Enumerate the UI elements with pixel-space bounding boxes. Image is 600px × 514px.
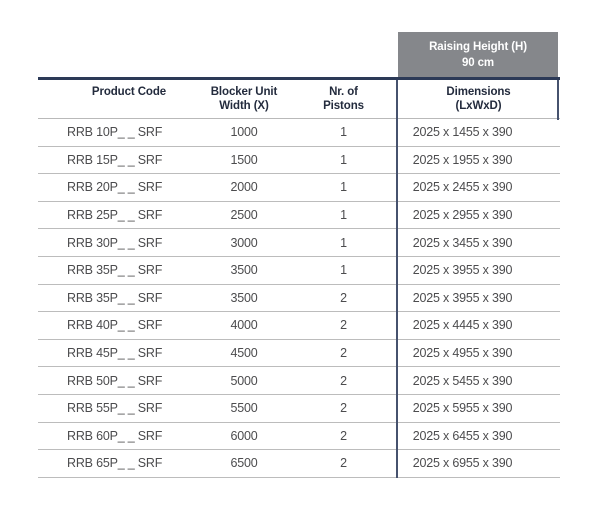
- raising-height-label: Raising Height (H): [429, 41, 527, 53]
- table-row: RRB 45P_ _ SRF 4500 2 2025 x 4955 x 390: [38, 340, 560, 368]
- dimensions-cell: 2025 x 4955 x 390: [412, 346, 513, 361]
- pistons-cell: 1: [340, 180, 347, 195]
- product-code-cell: RRB 15P_ _ SRF: [67, 152, 163, 167]
- dimensions-cell: 2025 x 5955 x 390: [412, 401, 513, 416]
- width-cell: 6000: [230, 428, 258, 443]
- dimensions-cell: 2025 x 3955 x 390: [412, 290, 513, 305]
- width-cell: 2500: [230, 208, 258, 223]
- pistons-cell: 2: [340, 346, 347, 361]
- raising-height-banner: Raising Height (H) 90 cm: [398, 32, 558, 77]
- table-row: RRB 10P_ _ SRF 1000 1 2025 x 1455 x 390: [38, 119, 560, 147]
- table-row: RRB 25P_ _ SRF 2500 1 2025 x 2955 x 390: [38, 202, 560, 230]
- dimensions-cell: 2025 x 5455 x 390: [412, 373, 513, 388]
- table-row: RRB 35P_ _ SRF 3500 2 2025 x 3955 x 390: [38, 285, 560, 313]
- table-row: RRB 20P_ _ SRF 2000 1 2025 x 2455 x 390: [38, 174, 560, 202]
- pistons-cell: 2: [340, 456, 347, 471]
- product-code-cell: RRB 25P_ _ SRF: [67, 208, 163, 223]
- dimensions-cell: 2025 x 3955 x 390: [412, 263, 513, 278]
- width-cell: 2000: [230, 180, 258, 195]
- table-row: RRB 35P_ _ SRF 3500 1 2025 x 3955 x 390: [38, 257, 560, 285]
- pistons-cell: 1: [340, 235, 347, 250]
- product-code-cell: RRB 30P_ _ SRF: [67, 235, 163, 250]
- dimensions-cell: 2025 x 2955 x 390: [412, 208, 513, 223]
- pistons-cell: 2: [340, 401, 347, 416]
- product-code-cell: RRB 20P_ _ SRF: [67, 180, 163, 195]
- table-row: RRB 30P_ _ SRF 3000 1 2025 x 3455 x 390: [38, 229, 560, 257]
- table-header-row: Product Code Blocker Unit Width (X) Nr. …: [38, 80, 560, 119]
- width-cell: 4500: [230, 346, 258, 361]
- pistons-cell: 1: [340, 125, 347, 140]
- table-top-rule: [38, 77, 560, 80]
- product-code-cell: RRB 35P_ _ SRF: [67, 290, 163, 305]
- product-code-cell: RRB 50P_ _ SRF: [67, 373, 163, 388]
- table-row: RRB 65P_ _ SRF 6500 2 2025 x 6955 x 390: [38, 450, 560, 478]
- width-cell: 3000: [230, 235, 258, 250]
- product-code-cell: RRB 10P_ _ SRF: [67, 125, 163, 140]
- pistons-cell: 2: [340, 318, 347, 333]
- width-cell: 1000: [230, 125, 258, 140]
- product-code-cell: RRB 45P_ _ SRF: [67, 346, 163, 361]
- dimensions-cell: 2025 x 1455 x 390: [412, 125, 513, 140]
- dimensions-cell: 2025 x 2455 x 390: [412, 180, 513, 195]
- width-cell: 1500: [230, 152, 258, 167]
- product-code-cell: RRB 35P_ _ SRF: [67, 263, 163, 278]
- width-cell: 4000: [230, 318, 258, 333]
- table-body: RRB 10P_ _ SRF 1000 1 2025 x 1455 x 390 …: [38, 119, 560, 478]
- width-cell: 3500: [230, 263, 258, 278]
- width-cell: 5000: [230, 373, 258, 388]
- dimensions-header-right-border: [557, 80, 559, 120]
- table-row: RRB 40P_ _ SRF 4000 2 2025 x 4445 x 390: [38, 312, 560, 340]
- pistons-cell: 2: [340, 428, 347, 443]
- dimensions-column-divider: [396, 80, 398, 478]
- width-cell: 3500: [230, 290, 258, 305]
- column-header-blocker-unit-width: Blocker Unit Width (X): [210, 86, 278, 112]
- dimensions-cell: 2025 x 3455 x 390: [412, 235, 513, 250]
- column-header-product-code: Product Code: [91, 86, 167, 98]
- column-header-nr-of-pistons: Nr. of Pistons: [323, 86, 364, 112]
- pistons-cell: 2: [340, 373, 347, 388]
- table-row: RRB 55P_ _ SRF 5500 2 2025 x 5955 x 390: [38, 395, 560, 423]
- pistons-cell: 1: [340, 152, 347, 167]
- pistons-cell: 1: [340, 208, 347, 223]
- column-header-dimensions: Dimensions (LxWxD): [446, 86, 511, 112]
- dimensions-cell: 2025 x 6955 x 390: [412, 456, 513, 471]
- table-row: RRB 15P_ _ SRF 1500 1 2025 x 1955 x 390: [38, 147, 560, 175]
- dimensions-cell: 2025 x 4445 x 390: [412, 318, 513, 333]
- pistons-cell: 1: [340, 263, 347, 278]
- width-cell: 5500: [230, 401, 258, 416]
- raising-height-value: 90 cm: [461, 57, 495, 69]
- dimensions-cell: 2025 x 1955 x 390: [412, 152, 513, 167]
- product-code-cell: RRB 65P_ _ SRF: [67, 456, 163, 471]
- product-code-cell: RRB 40P_ _ SRF: [67, 318, 163, 333]
- table-row: RRB 50P_ _ SRF 5000 2 2025 x 5455 x 390: [38, 367, 560, 395]
- product-code-cell: RRB 60P_ _ SRF: [67, 428, 163, 443]
- dimensions-cell: 2025 x 6455 x 390: [412, 428, 513, 443]
- width-cell: 6500: [230, 456, 258, 471]
- table-row: RRB 60P_ _ SRF 6000 2 2025 x 6455 x 390: [38, 423, 560, 451]
- product-code-cell: RRB 55P_ _ SRF: [67, 401, 163, 416]
- pistons-cell: 2: [340, 290, 347, 305]
